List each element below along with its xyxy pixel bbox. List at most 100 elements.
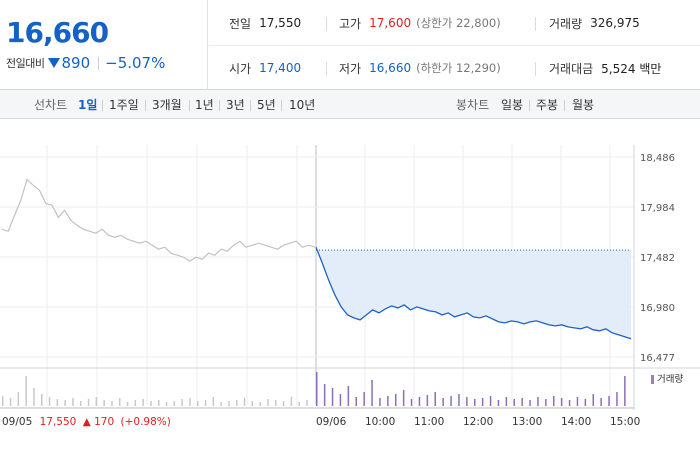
volume-bar bbox=[513, 399, 515, 406]
tab-1w[interactable]: 1주일 bbox=[109, 98, 139, 112]
divider bbox=[529, 100, 530, 111]
divider bbox=[535, 17, 536, 31]
volume-bar bbox=[395, 394, 397, 406]
stat-value: 326,975 bbox=[590, 16, 640, 30]
volume-bar bbox=[481, 398, 484, 406]
volume-bar bbox=[48, 397, 51, 406]
x-tick-label: 14:00 bbox=[561, 416, 591, 428]
y-tick-label: 18,486 bbox=[640, 153, 675, 164]
volume-bar bbox=[251, 401, 254, 406]
volume-bar bbox=[228, 401, 230, 406]
divider bbox=[326, 62, 327, 76]
tab-1y[interactable]: 1년 bbox=[195, 98, 214, 112]
prev-note-change: 170 bbox=[94, 416, 114, 428]
stat-label: 저가 bbox=[339, 61, 362, 76]
volume-bar bbox=[103, 400, 105, 406]
stat-label: 시가 bbox=[229, 61, 252, 76]
volume-bar bbox=[165, 402, 168, 406]
tab-1d[interactable]: 1일 bbox=[78, 98, 98, 112]
volume-bar bbox=[220, 402, 222, 406]
volume-bar bbox=[521, 398, 523, 406]
stat-trade-value: 거래대금 5,524 백만 bbox=[549, 58, 661, 78]
tab-weekly[interactable]: 주봉 bbox=[536, 98, 559, 112]
volume-bar bbox=[474, 399, 476, 406]
volume-bar bbox=[275, 400, 277, 406]
tab-daily[interactable]: 일봉 bbox=[501, 98, 524, 112]
volume-bar bbox=[442, 398, 444, 406]
volume-bar bbox=[17, 392, 20, 406]
volume-bar bbox=[537, 397, 539, 406]
stat-high: 고가 17,600 (상한가 22,800) bbox=[339, 13, 501, 33]
tab-10y[interactable]: 10년 bbox=[289, 98, 316, 112]
volume-bar bbox=[323, 384, 326, 406]
volume-bar bbox=[204, 400, 207, 406]
tab-3y[interactable]: 3년 bbox=[226, 98, 245, 112]
divider bbox=[564, 100, 565, 111]
divider bbox=[219, 100, 220, 111]
volume-bar bbox=[80, 401, 82, 406]
volume-bar bbox=[25, 376, 27, 406]
divider bbox=[189, 100, 190, 111]
candle-chart-label: 봉차트 bbox=[456, 98, 490, 112]
divider bbox=[145, 100, 146, 111]
volume-bar bbox=[568, 400, 571, 406]
divider bbox=[98, 56, 100, 70]
volume-bar bbox=[212, 397, 215, 406]
prev-note-date: 09/05 bbox=[2, 416, 32, 428]
stat-value: 16,660 bbox=[369, 61, 412, 75]
volume-bar bbox=[150, 401, 152, 406]
stat-low: 저가 16,660 (하한가 12,290) bbox=[339, 58, 501, 78]
volume-bar bbox=[592, 394, 594, 406]
volume-bar bbox=[173, 401, 176, 406]
stat-label: 전일 bbox=[229, 16, 252, 31]
change-value: 890 bbox=[61, 54, 91, 72]
volume-legend-swatch bbox=[651, 375, 654, 384]
volume-bar bbox=[616, 392, 618, 406]
volume-bars-today bbox=[316, 372, 626, 406]
stat-value: 17,600 bbox=[369, 16, 412, 30]
volume-bar bbox=[347, 386, 350, 406]
volume-bar bbox=[553, 396, 555, 406]
stat-prev-close: 전일 17,550 bbox=[229, 13, 301, 33]
volume-bar bbox=[505, 397, 508, 406]
volume-bar bbox=[142, 399, 144, 406]
volume-legend: 거래량 bbox=[657, 373, 683, 385]
volume-bar bbox=[584, 399, 587, 406]
x-tick-label: 15:00 bbox=[610, 416, 640, 428]
y-tick-label: 17,482 bbox=[640, 253, 675, 264]
change-label: 전일대비 bbox=[6, 57, 45, 70]
volume-bar bbox=[331, 388, 334, 406]
x-tick-label: 12:00 bbox=[463, 416, 493, 428]
volume-bar bbox=[259, 402, 261, 406]
divider bbox=[281, 100, 282, 111]
volume-bar bbox=[158, 400, 160, 406]
x-tick-label: 13:00 bbox=[512, 416, 542, 428]
divider bbox=[209, 45, 700, 46]
price-chart: 18,486 17,984 17,482 16,980 16,477 09/06 10:0… bbox=[0, 120, 700, 450]
volume-bar bbox=[189, 398, 191, 406]
quote-panel: 16,660 전일대비 890 −5.07% 전일 17,550 고가 17,6… bbox=[0, 0, 700, 90]
tab-5y[interactable]: 5년 bbox=[257, 98, 276, 112]
volume-bar bbox=[489, 396, 492, 406]
volume-bar bbox=[434, 392, 436, 406]
volume-bar bbox=[410, 399, 413, 406]
tab-monthly[interactable]: 월봉 bbox=[572, 98, 595, 112]
volume-bar bbox=[87, 399, 90, 406]
volume-bar bbox=[243, 398, 246, 406]
volume-bar bbox=[458, 394, 460, 406]
volume-bar bbox=[608, 396, 610, 406]
tab-3m[interactable]: 3개월 bbox=[152, 98, 182, 112]
y-tick-label: 16,980 bbox=[640, 303, 675, 314]
volume-bar bbox=[306, 400, 308, 406]
volume-bar bbox=[560, 398, 563, 406]
volume-bar bbox=[2, 396, 4, 406]
chart-svg: 18,486 17,984 17,482 16,980 16,477 09/06 10:0… bbox=[0, 145, 700, 428]
change-row: 전일대비 890 −5.07% bbox=[6, 53, 165, 73]
down-triangle-icon bbox=[48, 58, 61, 68]
volume-bar bbox=[267, 399, 269, 406]
volume-bar bbox=[56, 399, 59, 406]
volume-bar bbox=[497, 400, 500, 406]
lower-limit: (하한가 12,290) bbox=[416, 61, 501, 75]
prev-day-note: 09/05 17,550 ▲ 170 (+0.98%) bbox=[2, 416, 171, 428]
divider bbox=[535, 62, 536, 76]
